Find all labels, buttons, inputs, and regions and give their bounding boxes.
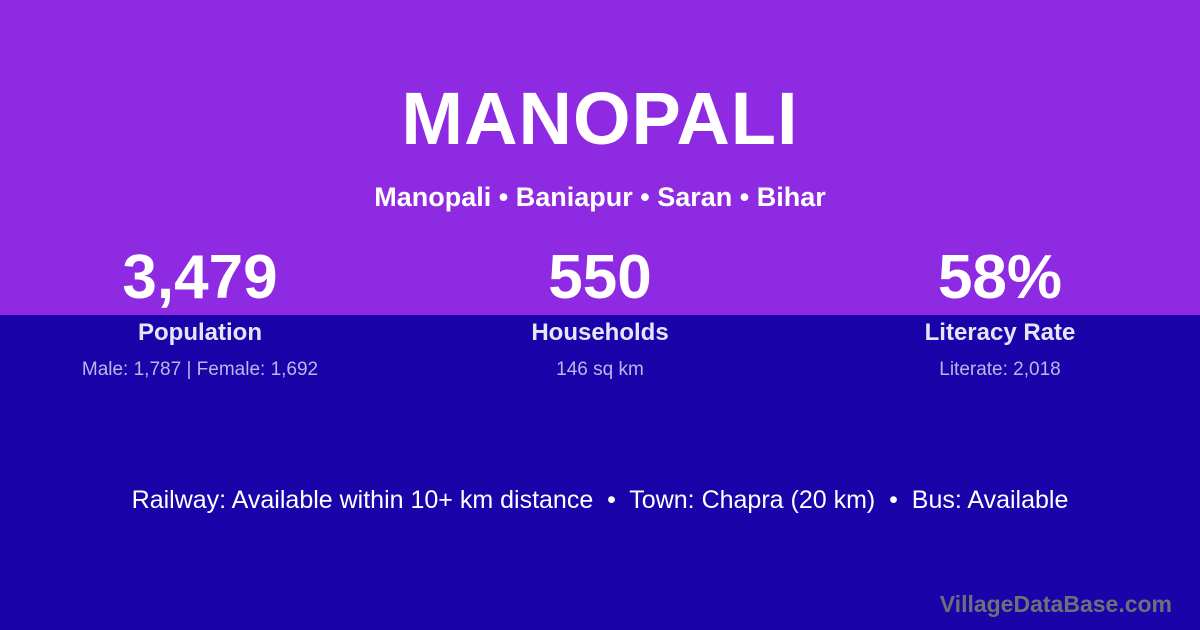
literacy-rate-detail: Literate: 2,018 [939, 359, 1061, 380]
stat-population: 3,479 Population Male: 1,787 | Female: 1… [0, 243, 400, 380]
households-value: 550 [548, 243, 652, 312]
stat-households: 550 Households 146 sq km [400, 243, 800, 380]
facilities-line: Railway: Available within 10+ km distanc… [131, 486, 1069, 514]
population-value: 3,479 [122, 243, 278, 312]
literacy-rate-label: Literacy Rate [924, 319, 1076, 346]
households-label: Households [531, 319, 669, 346]
stats-row: 3,479 Population Male: 1,787 | Female: 1… [0, 243, 1200, 380]
page-title: MANOPALI [401, 77, 799, 160]
population-detail: Male: 1,787 | Female: 1,692 [81, 359, 319, 380]
population-label: Population [138, 319, 262, 346]
stat-literacy-rate: 58% Literacy Rate Literate: 2,018 [800, 243, 1200, 380]
breadcrumb: Manopali • Baniapur • Saran • Bihar [374, 182, 826, 212]
households-detail: 146 sq km [556, 359, 644, 380]
watermark-text: VillageDataBase.com [939, 591, 1172, 617]
literacy-rate-value: 58% [937, 243, 1063, 312]
